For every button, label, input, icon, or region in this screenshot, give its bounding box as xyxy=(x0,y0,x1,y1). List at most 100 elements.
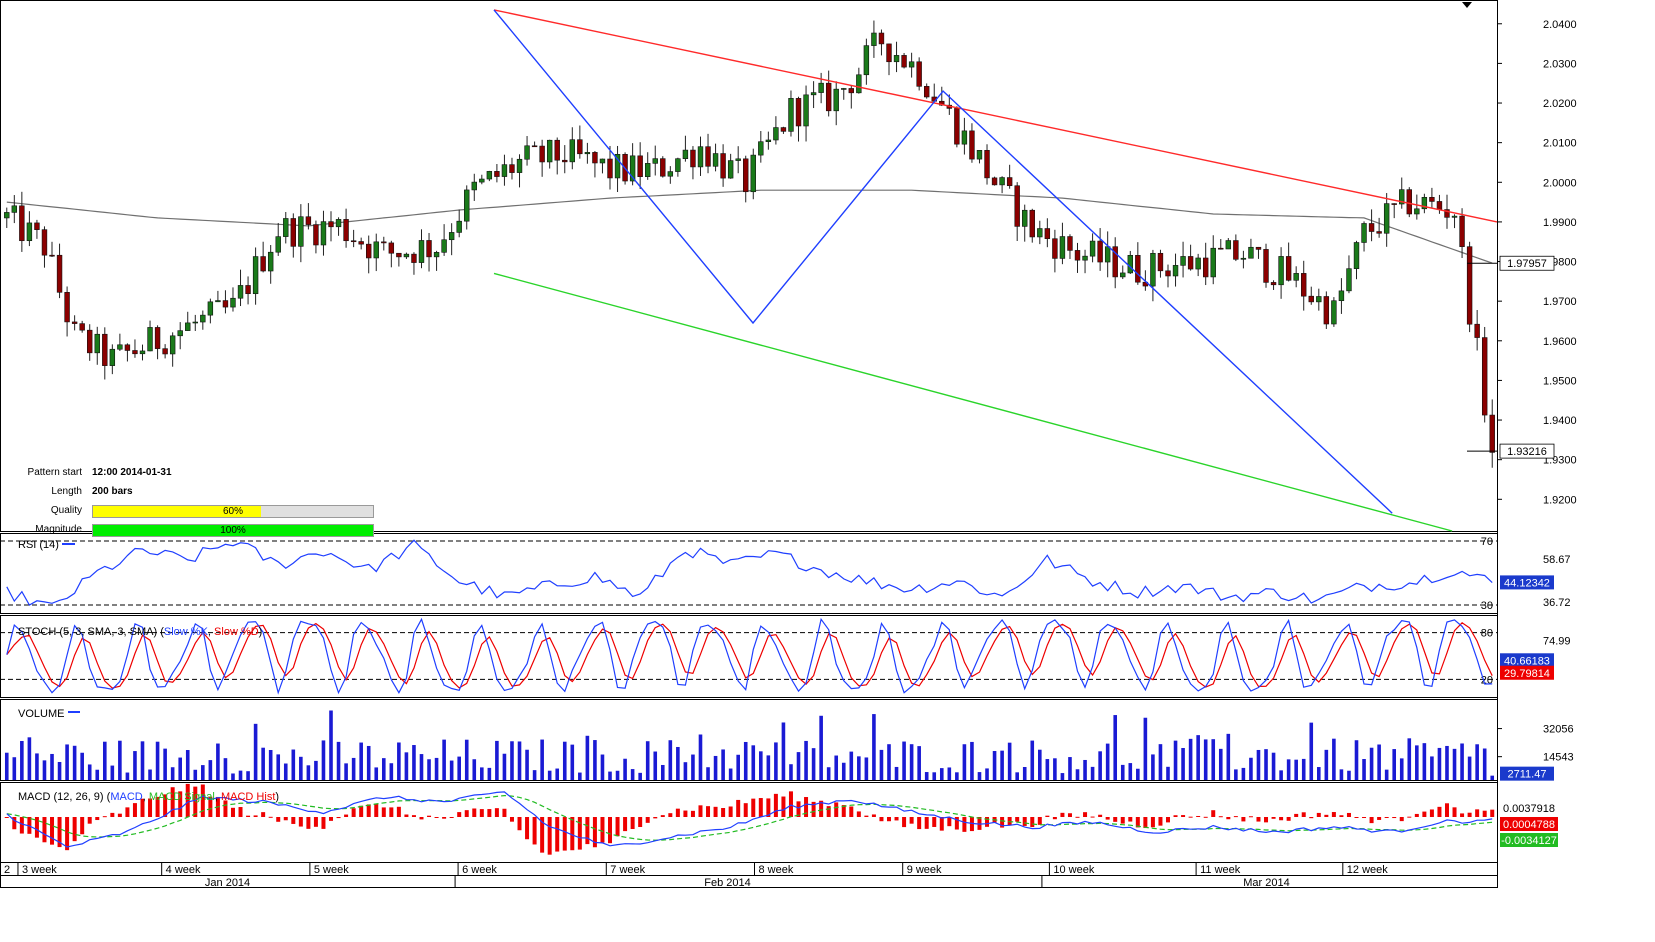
volume-bar xyxy=(1452,748,1457,780)
volume-bar xyxy=(1362,759,1366,780)
volume-bar xyxy=(65,744,69,780)
candle-bull xyxy=(1120,272,1126,278)
volume-bar xyxy=(1241,767,1246,780)
macd-signal-line xyxy=(6,794,1493,841)
macd-hist-bar xyxy=(1113,817,1118,822)
volume-bar xyxy=(1482,748,1487,780)
candle-bull xyxy=(117,344,123,350)
candle-bull xyxy=(1361,223,1367,243)
volume-bar xyxy=(434,757,439,780)
macd-hist-bar xyxy=(170,787,175,817)
candle-bull xyxy=(403,253,410,258)
candle-bull xyxy=(335,219,342,228)
candle-bull xyxy=(1451,215,1458,218)
rsi-level-label: 70 xyxy=(1481,536,1493,548)
macd-hist-bar xyxy=(87,817,92,824)
last-price-box xyxy=(1499,443,1555,459)
macd-hist-bar xyxy=(12,817,17,830)
candle-bull xyxy=(237,285,244,299)
volume-bar xyxy=(246,771,250,780)
macd-hist-bar xyxy=(155,796,160,817)
candle-bear xyxy=(132,350,138,355)
macd-hist-bar xyxy=(1354,817,1359,818)
candle-bull xyxy=(856,74,862,94)
candle-bear xyxy=(848,88,854,94)
candle-bear xyxy=(1052,238,1058,259)
candle-bear xyxy=(878,32,885,45)
macd-hist-bar xyxy=(592,817,597,848)
macd-hist-bar xyxy=(525,817,530,840)
macd-hist-bar xyxy=(1346,812,1351,817)
volume-bar xyxy=(381,758,386,780)
candle-bear xyxy=(1429,197,1435,202)
candle-bear xyxy=(366,243,372,259)
volume-bar xyxy=(1120,764,1125,780)
volume-bar xyxy=(336,741,341,780)
candle-bear xyxy=(1444,209,1450,218)
rsi-line xyxy=(6,539,1493,606)
volume-bar xyxy=(887,744,891,780)
volume-bar xyxy=(555,768,560,780)
macd-hist-bar xyxy=(1331,812,1336,817)
macd-hist-bar xyxy=(65,817,70,851)
candle-bull xyxy=(207,301,214,316)
volume-bar xyxy=(653,751,658,780)
candle-bull xyxy=(230,297,236,308)
macd-hist-bar xyxy=(1135,817,1140,828)
stoch-tick-label: 74.99 xyxy=(1543,636,1571,648)
macd-hist-bar xyxy=(1060,812,1065,817)
candle-bull xyxy=(629,155,636,182)
volume-bar xyxy=(140,741,145,780)
volume-bar xyxy=(1264,749,1268,780)
macd-hist-bar xyxy=(1301,812,1306,817)
candle-bear xyxy=(162,348,168,355)
volume-bar xyxy=(208,760,213,780)
macd-hist-bar xyxy=(1052,817,1057,820)
volume-bar xyxy=(50,753,54,780)
macd-hist-bar xyxy=(1437,806,1442,817)
candle-bear xyxy=(358,241,364,245)
pattern-start-label: Pattern start xyxy=(27,467,82,478)
macd-hist-bar xyxy=(645,817,650,823)
macd-hist-bar xyxy=(223,800,228,817)
volume-bar xyxy=(1211,739,1216,780)
macd-hist-bar xyxy=(411,815,416,817)
candle-bear xyxy=(923,86,930,98)
price-tick-label: 2.0300 xyxy=(1543,58,1577,70)
price-tick-label: 1.9700 xyxy=(1543,296,1577,308)
volume-bar xyxy=(291,749,296,780)
volume-bar xyxy=(532,770,537,780)
macd-hist-bar xyxy=(630,817,635,830)
volume-bar xyxy=(894,766,899,780)
week-label: 2 xyxy=(4,864,10,876)
magnitude-bar: 100% xyxy=(92,524,374,537)
macd-hist-bar xyxy=(19,817,24,834)
macd-hist-bar xyxy=(208,796,213,817)
volume-bar xyxy=(623,758,627,780)
candle-bull xyxy=(1195,257,1201,270)
volume-bar xyxy=(864,757,869,780)
macd-hist-bar xyxy=(819,800,824,817)
macd-hist-bar xyxy=(773,793,778,817)
candle-bull xyxy=(863,45,870,76)
stoch-level-label: 80 xyxy=(1481,628,1493,640)
candle-bear xyxy=(690,149,696,168)
candle-bear xyxy=(562,159,568,163)
candle-bear xyxy=(1474,323,1480,338)
macd-hist-bar xyxy=(479,809,484,817)
volume-bar xyxy=(80,752,84,780)
volume-bar xyxy=(1226,733,1231,780)
macd-hist-bar xyxy=(924,817,929,829)
macd-hist-bar xyxy=(985,817,990,827)
macd-hist-bar xyxy=(1264,817,1269,823)
volume-bar xyxy=(419,754,424,780)
panel-border-price xyxy=(0,0,1498,532)
volume-bar xyxy=(1173,740,1178,780)
resistance-line xyxy=(493,9,1498,223)
candle-bull xyxy=(1172,265,1179,277)
candle-bear xyxy=(1466,246,1473,325)
volume-bar xyxy=(20,740,24,780)
volume-bar xyxy=(1128,763,1133,780)
week-label: 7 week xyxy=(610,864,645,876)
